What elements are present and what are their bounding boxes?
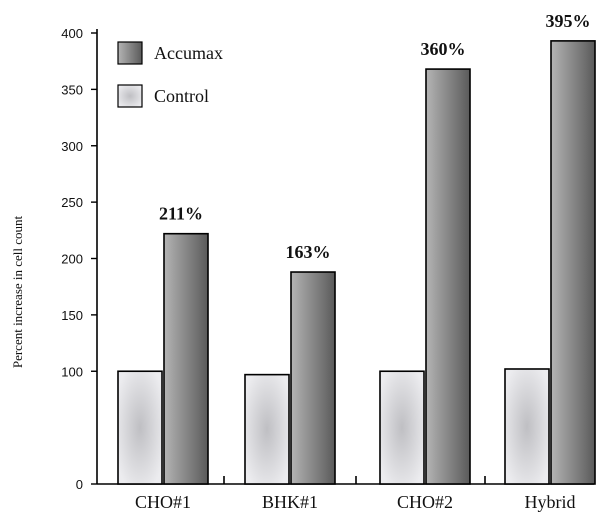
bar-control xyxy=(504,368,550,485)
bar-control xyxy=(379,370,425,485)
y-tick-label: 400 xyxy=(61,26,83,41)
y-tick-label: 0 xyxy=(76,477,83,492)
legend: Accumax Control xyxy=(117,41,223,108)
y-axis: 0 100 150 200 250 300 350 400 xyxy=(61,26,98,492)
y-tick-label: 100 xyxy=(61,364,83,379)
legend-label-accumax: Accumax xyxy=(154,43,223,63)
bar-accumax xyxy=(425,68,471,485)
x-tick-label: CHO#2 xyxy=(397,492,453,512)
data-label: 360% xyxy=(421,39,466,59)
legend-swatch-accumax xyxy=(117,41,143,65)
y-tick-label: 200 xyxy=(61,252,83,267)
y-tick-label: 350 xyxy=(61,82,83,97)
bars xyxy=(117,40,596,485)
legend-label-control: Control xyxy=(154,86,209,106)
bar-accumax xyxy=(163,232,209,485)
x-tick-label: CHO#1 xyxy=(135,492,191,512)
data-label: 211% xyxy=(159,204,203,224)
y-tick-label: 250 xyxy=(61,195,83,210)
bar-control xyxy=(244,373,290,485)
y-tick-label: 300 xyxy=(61,139,83,154)
bar-accumax xyxy=(290,271,336,485)
bar-control xyxy=(117,370,163,485)
bar-accumax xyxy=(550,40,596,485)
data-label: 163% xyxy=(286,242,331,262)
data-labels: 211% 163% 360% 395% xyxy=(159,11,591,262)
y-tick-label: 150 xyxy=(61,308,83,323)
category-labels: CHO#1 BHK#1 CHO#2 Hybrid xyxy=(135,492,576,512)
x-tick-label: BHK#1 xyxy=(262,492,318,512)
legend-swatch-control xyxy=(117,84,143,108)
data-label: 395% xyxy=(546,11,591,31)
x-tick-label: Hybrid xyxy=(525,492,576,512)
y-axis-label: Percent increase in cell count xyxy=(10,215,25,368)
